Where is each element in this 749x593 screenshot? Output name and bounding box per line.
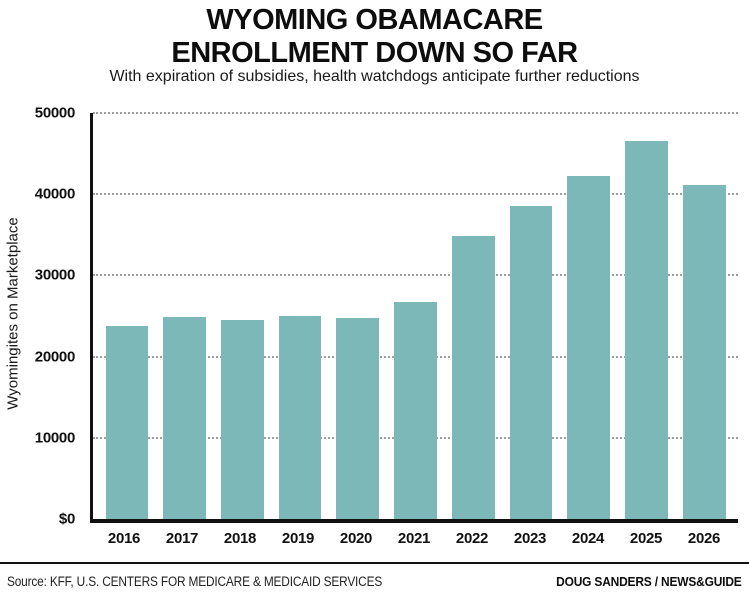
bar-2021 [394, 302, 437, 519]
y-tick-label: 30000 [34, 266, 76, 284]
x-tick-label: 2018 [223, 530, 257, 547]
bar-2025 [625, 141, 668, 519]
plot-area [90, 112, 738, 523]
footer: Source: KFF, U.S. CENTERS FOR MEDICARE &… [0, 570, 749, 593]
bar-slot [618, 113, 676, 519]
gridline [93, 112, 738, 114]
bar-slot [156, 113, 214, 519]
footer-divider [0, 562, 749, 564]
bar-slot [271, 113, 329, 519]
bar-slot [387, 113, 445, 519]
bar-slot [560, 113, 618, 519]
source-attribution: Source: KFF, U.S. CENTERS FOR MEDICARE &… [7, 574, 383, 589]
x-axis-labels: 2016 2017 2018 2019 2020 2021 2022 2023 2024 2025… [90, 530, 738, 547]
x-tick-label: 2026 [687, 530, 721, 547]
y-tick-label: $0 [58, 510, 75, 528]
bar-2018 [220, 319, 264, 519]
y-tick-label: 50000 [34, 104, 76, 122]
bar-slot [213, 113, 271, 519]
author-credit: DOUG SANDERS / NEWS&GUIDE [556, 574, 743, 589]
x-tick-label: 2020 [339, 530, 373, 547]
x-tick-label: 2023 [513, 530, 547, 547]
bar-2026 [682, 185, 726, 519]
chart-title-line2: ENROLLMENT DOWN SO FAR [171, 37, 578, 69]
x-tick-label: 2022 [455, 530, 489, 547]
gridline [93, 274, 738, 277]
bar-slot [444, 113, 502, 519]
chart-title-line1: WYOMING OBAMACARE [206, 4, 543, 36]
x-tick-label: 2025 [629, 530, 663, 547]
bar-2022 [451, 235, 495, 519]
bar-2019 [278, 316, 322, 519]
bar-slot [675, 113, 733, 519]
bar-2024 [567, 175, 611, 519]
x-tick-label: 2017 [165, 530, 199, 547]
bars [93, 113, 738, 519]
bar-2020 [336, 318, 380, 519]
gridline [93, 193, 738, 196]
y-tick-label: 40000 [34, 185, 76, 203]
y-axis-ticks: $0 10000 20000 30000 40000 50000 [0, 105, 83, 528]
x-tick-label: 2021 [397, 530, 431, 547]
y-tick-label: 10000 [34, 429, 76, 447]
bar-2017 [163, 316, 206, 519]
bar-2016 [105, 325, 149, 519]
bar-2023 [509, 206, 553, 519]
y-tick-label: 20000 [34, 348, 76, 366]
chart-title: WYOMING OBAMACARE ENROLLMENT DOWN SO FAR [0, 4, 749, 70]
x-tick-label: 2016 [107, 530, 141, 547]
bar-slot [329, 113, 387, 519]
bar-slot [502, 113, 560, 519]
chart-subtitle: With expiration of subsidies, health wat… [109, 68, 640, 85]
bar-slot [98, 113, 156, 519]
x-tick-label: 2024 [571, 530, 605, 547]
x-tick-label: 2019 [281, 530, 315, 547]
